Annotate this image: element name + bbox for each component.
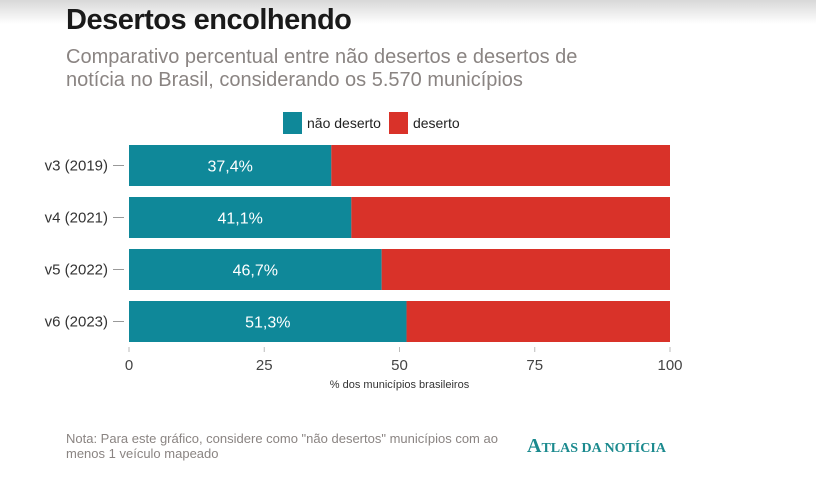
bar-deserto bbox=[406, 301, 670, 342]
legend-label-deserto: deserto bbox=[412, 115, 460, 131]
legend: não deserto deserto bbox=[283, 112, 460, 134]
top-shade bbox=[0, 0, 816, 24]
legend-swatch-deserto bbox=[388, 112, 408, 134]
data-label: 41,1% bbox=[217, 211, 262, 228]
data-label: 51,3% bbox=[245, 315, 290, 332]
chart-subtitle: Comparativo percentual entre não deserto… bbox=[66, 46, 578, 91]
x-tick-label: 0 bbox=[125, 357, 133, 374]
category-label: v5 (2022) bbox=[45, 262, 108, 279]
category-label: v6 (2023) bbox=[45, 314, 108, 331]
footnote: Nota: Para este gráfico, considere como … bbox=[66, 431, 498, 461]
bar-deserto bbox=[381, 249, 670, 290]
bar-nao-deserto bbox=[129, 197, 352, 238]
atlas-logo: ATLAS DA NOTÍCIA bbox=[527, 435, 666, 457]
x-tick-label: 100 bbox=[657, 357, 682, 374]
bar-nao-deserto bbox=[129, 249, 382, 290]
category-label: v3 (2019) bbox=[45, 158, 108, 175]
bar-deserto bbox=[331, 145, 670, 186]
data-label: 46,7% bbox=[233, 263, 278, 280]
category-label: v4 (2021) bbox=[45, 210, 108, 227]
x-tick-label: 75 bbox=[526, 357, 543, 374]
x-tick-label: 25 bbox=[256, 357, 273, 374]
bar-nao-deserto bbox=[129, 145, 332, 186]
chart-title: Desertos encolhendo bbox=[66, 4, 352, 36]
bar-deserto bbox=[351, 197, 670, 238]
legend-swatch-nao-deserto bbox=[283, 112, 302, 134]
x-tick-label: 50 bbox=[391, 357, 408, 374]
bar-nao-deserto bbox=[129, 301, 407, 342]
legend-label-nao-deserto: não deserto bbox=[307, 115, 381, 131]
bar-chart: v3 (2019) 37,4% v4 (2021) 41,1% v5 (2022) 46,… bbox=[45, 145, 683, 391]
x-axis-label: % dos municípios brasileiros bbox=[330, 379, 470, 391]
data-label: 37,4% bbox=[207, 159, 252, 176]
